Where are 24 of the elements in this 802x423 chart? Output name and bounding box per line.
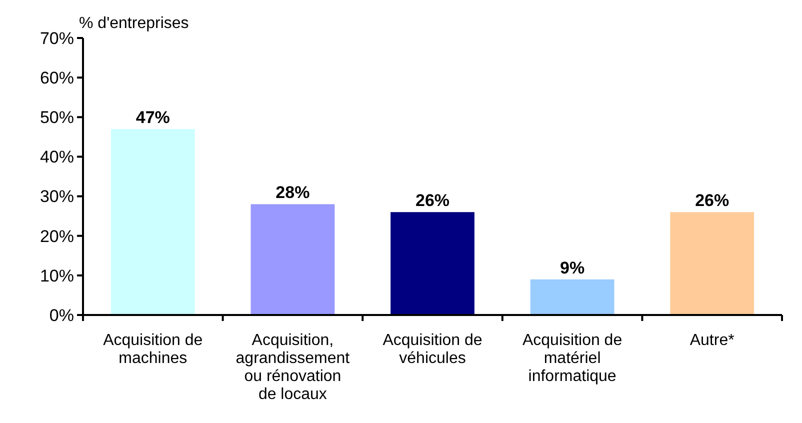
bar [390, 212, 474, 315]
y-tick-label: 40% [40, 148, 74, 167]
y-tick-label: 60% [40, 68, 74, 88]
y-axis-title: % d'entreprises [79, 15, 189, 32]
y-tick-label: 20% [40, 226, 74, 246]
bar [250, 204, 335, 315]
data-label: 28% [276, 183, 310, 202]
x-tick-label: Acquisition de matériel informatique [522, 332, 622, 385]
data-label: 47% [136, 108, 170, 128]
data-label: 26% [695, 191, 730, 210]
x-tick-label: Acquisition de véhicules [382, 332, 482, 367]
y-tick-label: 50% [40, 108, 74, 128]
y-tick-label: 0% [49, 306, 74, 325]
y-tick-label: 30% [40, 187, 74, 206]
bar [110, 129, 195, 315]
y-tick-label: 10% [40, 266, 74, 286]
x-tick-label: Acquisition de machines [103, 332, 203, 367]
x-tick-label: Autre* [690, 332, 734, 349]
y-tick-label: 70% [40, 28, 74, 48]
data-label: 26% [415, 191, 450, 210]
bar [670, 212, 754, 315]
data-label: 9% [560, 258, 585, 278]
x-tick-label: Acquisition, agrandissement ou rénovation de locaux [236, 332, 350, 403]
bar [530, 279, 614, 315]
